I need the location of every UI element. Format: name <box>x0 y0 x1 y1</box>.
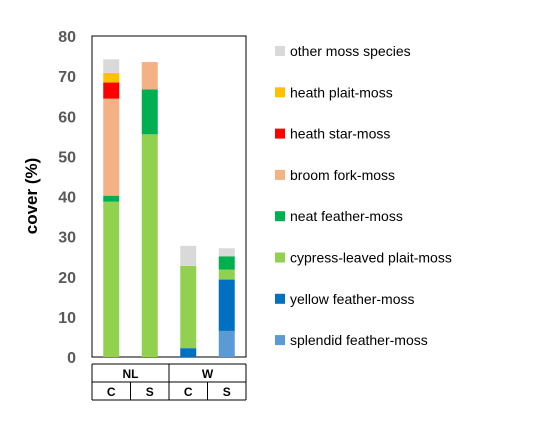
legend-swatch <box>275 335 285 346</box>
y-tick-label: 40 <box>58 190 76 207</box>
legend-label: yellow feather-moss <box>290 291 415 307</box>
subcategory-label: C <box>184 385 193 399</box>
subcategory-label: S <box>146 385 154 399</box>
subcategory-label: S <box>223 385 231 399</box>
bar-segment <box>103 98 120 196</box>
bar-segment <box>103 82 120 99</box>
bar-segment <box>103 201 120 357</box>
bar-segment <box>180 265 197 349</box>
group-label: W <box>202 367 214 381</box>
legend-swatch <box>275 46 285 56</box>
y-tick-label: 80 <box>58 29 76 46</box>
legend-swatch <box>275 169 285 180</box>
legend-swatch <box>275 252 285 263</box>
bar-segment <box>180 348 197 357</box>
x-axis-category-table: NLC SWC S <box>91 363 247 401</box>
bar-segment <box>218 330 235 357</box>
legend-label: heath star-moss <box>290 126 390 142</box>
legend-swatch <box>275 87 285 98</box>
legend-label: neat feather-moss <box>290 208 403 224</box>
legend-label: other moss species <box>290 43 411 59</box>
y-tick-label: 70 <box>58 69 76 86</box>
y-axis-label: cover (%) <box>22 158 41 235</box>
y-tick-label: 50 <box>58 149 76 166</box>
legend-label: broom fork-moss <box>290 167 395 183</box>
legend-label: splendid feather-moss <box>290 332 428 348</box>
bar-segment <box>218 256 235 270</box>
y-tick-label: 60 <box>58 109 76 126</box>
bar-segment <box>180 245 197 266</box>
legend-swatch <box>275 211 285 222</box>
legend-swatch <box>275 293 285 304</box>
bar-segment <box>218 248 235 257</box>
bars <box>103 59 235 357</box>
bar-segment <box>141 62 158 90</box>
bar-segment <box>141 134 158 357</box>
bar-segment <box>218 269 235 280</box>
y-tick-label: 20 <box>58 270 76 287</box>
y-tick-label: 0 <box>67 350 76 367</box>
bar-segment <box>103 72 120 83</box>
group-label: NL <box>123 367 139 381</box>
y-tick-label: 30 <box>58 230 76 247</box>
plot-area-frame <box>91 35 247 358</box>
legend-label: cypress-leaved plait-moss <box>290 250 452 266</box>
bar-segment <box>218 279 235 331</box>
legend: other moss species heath plait-moss heath … <box>275 43 452 348</box>
bar-segment <box>103 59 120 73</box>
bar-segment <box>103 195 120 202</box>
bar-segment <box>141 89 158 135</box>
subcategory-label: C <box>107 385 116 399</box>
y-axis-ticks: 0 10 20 30 40 50 60 70 80 <box>58 29 76 367</box>
legend-label: heath plait-moss <box>290 84 393 100</box>
y-tick-label: 10 <box>58 310 76 327</box>
legend-swatch <box>275 128 285 139</box>
